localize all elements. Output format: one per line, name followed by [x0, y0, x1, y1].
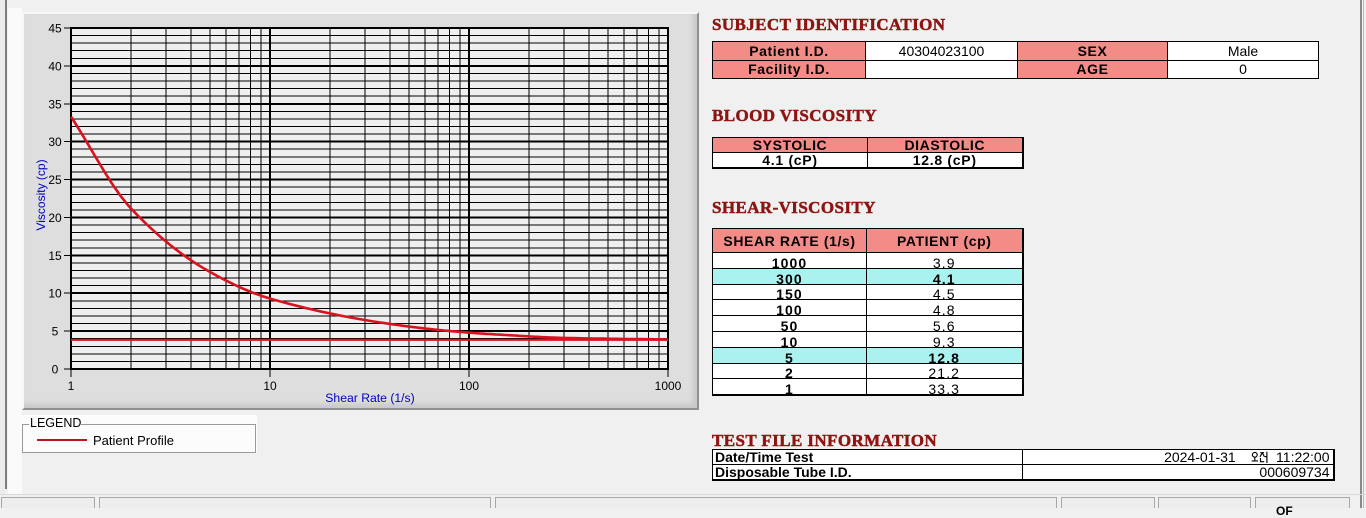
svg-text:1000: 1000 [655, 379, 682, 393]
svg-text:100: 100 [459, 379, 479, 393]
svg-text:40: 40 [48, 59, 62, 73]
svg-text:25: 25 [48, 173, 62, 187]
svg-text:1: 1 [68, 379, 75, 393]
svg-text:20: 20 [48, 211, 62, 225]
svg-text:Shear Rate (1/s): Shear Rate (1/s) [325, 391, 414, 405]
svg-text:45: 45 [48, 22, 62, 36]
svg-text:5: 5 [52, 325, 59, 339]
svg-text:0: 0 [52, 363, 59, 377]
svg-text:30: 30 [48, 135, 62, 149]
svg-text:10: 10 [263, 379, 277, 393]
svg-text:Viscosity (cp): Viscosity (cp) [34, 159, 48, 230]
svg-text:15: 15 [48, 249, 62, 263]
svg-text:10: 10 [48, 287, 62, 301]
svg-text:35: 35 [48, 97, 62, 111]
